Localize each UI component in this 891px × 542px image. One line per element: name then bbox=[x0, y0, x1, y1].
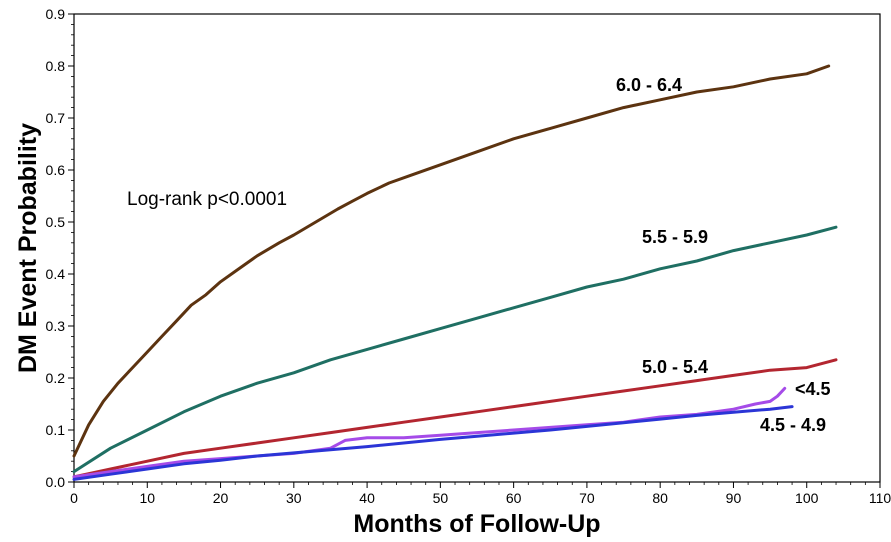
x-tick-label: 20 bbox=[213, 490, 229, 506]
x-tick-label: 50 bbox=[433, 490, 449, 506]
y-tick-label: 0.9 bbox=[46, 6, 66, 22]
y-tick-label: 0.7 bbox=[46, 110, 66, 126]
y-tick-label: 0.3 bbox=[46, 318, 66, 334]
y-tick-label: 0.2 bbox=[46, 370, 66, 386]
series-line-4-5-to-4-9 bbox=[72, 405, 794, 481]
x-tick-label: 100 bbox=[795, 490, 819, 506]
y-tick-label: 0.6 bbox=[46, 162, 66, 178]
series-label-6-0-to-6-4: 6.0 - 6.4 bbox=[616, 75, 682, 95]
series-label-under-4-5: <4.5 bbox=[795, 379, 831, 399]
series-line-6-0-to-6-4 bbox=[72, 64, 831, 458]
y-tick-label: 0.8 bbox=[46, 58, 66, 74]
y-tick-label: 0.1 bbox=[46, 422, 66, 438]
log-rank-annotation: Log-rank p<0.0001 bbox=[127, 189, 287, 210]
x-axis-title: Months of Follow-Up bbox=[353, 510, 600, 538]
series-label-5-5-to-5-9: 5.5 - 5.9 bbox=[642, 227, 708, 247]
y-axis-title: DM Event Probability bbox=[14, 123, 42, 373]
y-tick-label: 0.4 bbox=[46, 266, 66, 282]
series-line-5-5-to-5-9 bbox=[72, 225, 838, 474]
series-lines bbox=[72, 64, 838, 481]
series-labels: 6.0 - 6.4 5.5 - 5.9 5.0 - 5.4 <4.5 4.5 - 4.9 bbox=[616, 75, 831, 435]
series-label-5-0-to-5-4: 5.0 - 5.4 bbox=[642, 357, 708, 377]
x-tick-label: 30 bbox=[286, 490, 302, 506]
plot-frame bbox=[73, 13, 881, 483]
series-label-4-5-to-4-9: 4.5 - 4.9 bbox=[760, 415, 826, 435]
plot-border bbox=[73, 13, 881, 483]
x-tick-label: 0 bbox=[70, 490, 78, 506]
series-line-5-0-to-5-4 bbox=[72, 358, 838, 479]
y-tick-label: 0.0 bbox=[46, 474, 66, 490]
series-line-under-4-5 bbox=[72, 386, 787, 479]
x-tick-label: 60 bbox=[506, 490, 522, 506]
axes: 0 10 20 30 40 50 60 70 80 90 100 110 0.0 0.1 0.2 0.3 0.4… bbox=[46, 6, 891, 506]
y-tick-label: 0.5 bbox=[46, 214, 66, 230]
x-tick-label: 110 bbox=[869, 490, 891, 506]
x-tick-label: 70 bbox=[579, 490, 595, 506]
x-tick-label: 80 bbox=[652, 490, 668, 506]
x-tick-label: 10 bbox=[139, 490, 155, 506]
x-tick-label: 40 bbox=[359, 490, 375, 506]
x-tick-label: 90 bbox=[726, 490, 742, 506]
